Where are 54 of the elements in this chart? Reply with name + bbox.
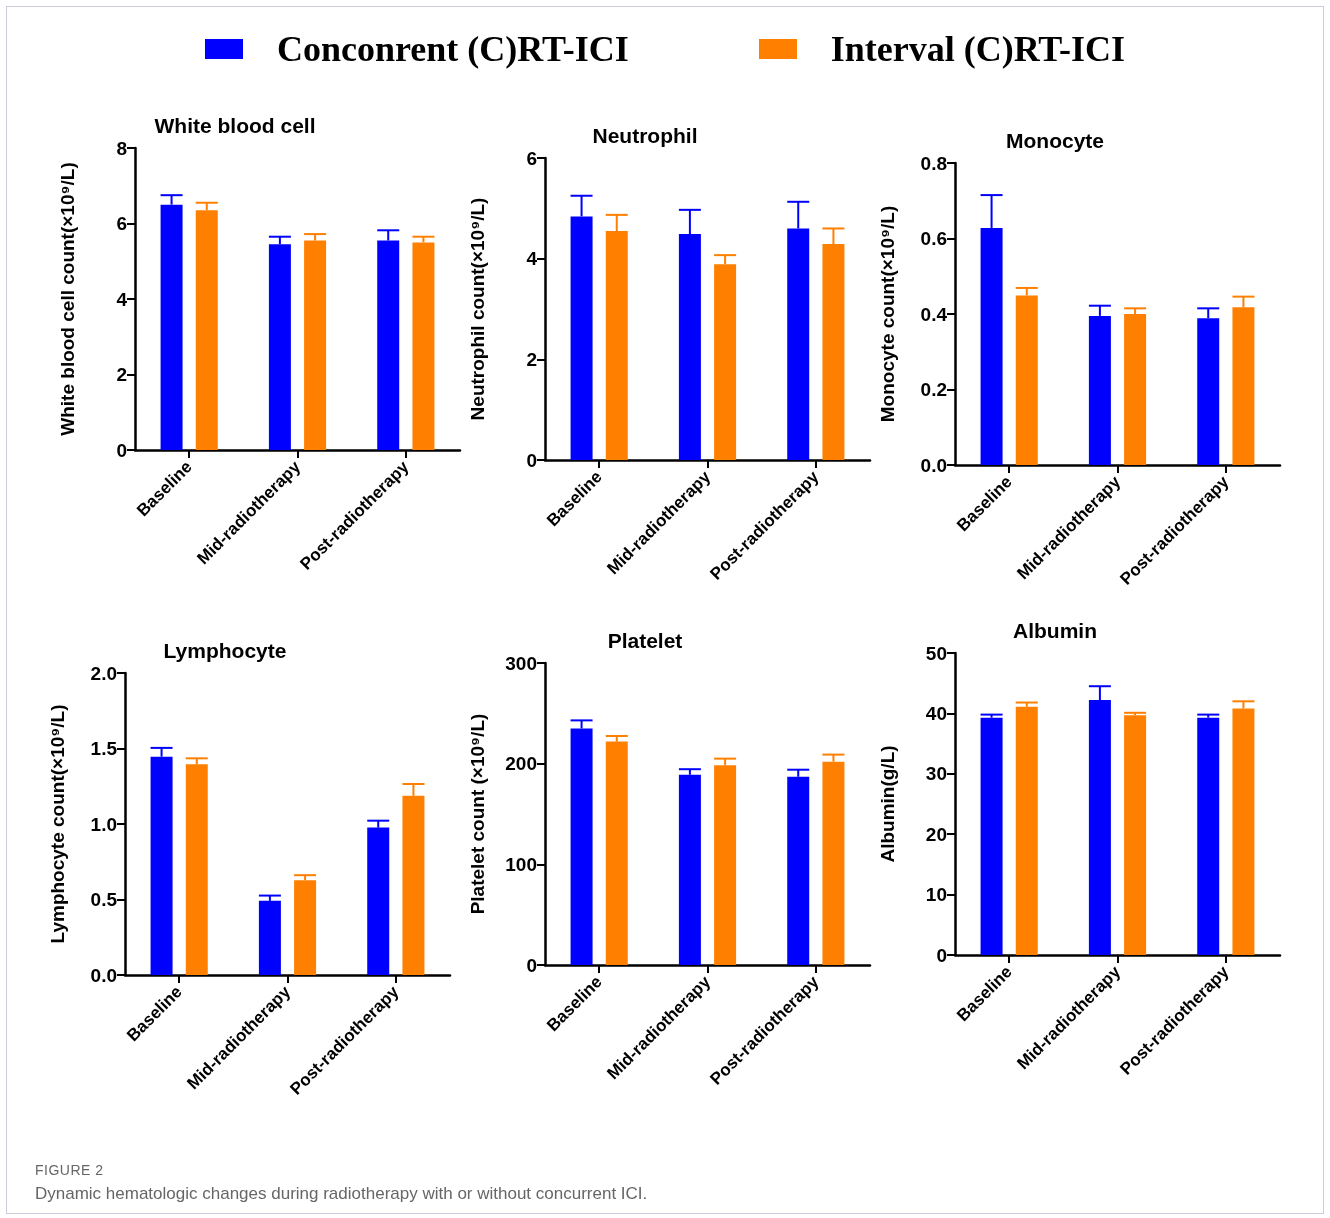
y-tick-label: 4 [116,288,128,310]
y-tick-label: 4 [526,248,538,270]
bar [1124,715,1147,955]
y-tick-label: 300 [505,652,537,674]
bar [294,880,317,975]
bar [605,741,628,965]
bar [980,717,1003,955]
y-axis-title: Platelet count (×10⁹/L) [467,713,488,915]
y-tick-label: 0.0 [90,964,117,986]
chart-title: Albumin [1013,619,1097,642]
bar [258,900,281,975]
y-axis-title: White blood cell count(×10⁹/L) [57,162,78,436]
bar [678,774,701,965]
y-axis-title: Lymphocyte count(×10⁹/L) [47,704,68,944]
y-axis-title: Monocyte count(×10⁹/L) [877,205,898,423]
y-tick-label: 40 [925,702,947,724]
y-tick-label: 50 [925,642,947,664]
y-tick-label: 0 [936,944,947,966]
y-tick-label: 0 [526,449,537,471]
y-axis-title: Neutrophil count(×10⁹/L) [467,197,488,421]
y-tick-label: 0.4 [920,303,948,325]
chart-title: Neutrophil [592,124,698,147]
y-tick-label: 1.0 [90,813,117,835]
y-tick-label: 1.5 [90,738,118,759]
y-tick-label: 2 [116,364,127,385]
chart-title: Platelet [607,629,683,652]
y-tick-label: 0.2 [920,379,947,400]
legend-label: Conconrent (C)RT-ICI [276,28,629,70]
y-tick-label: 8 [116,137,127,159]
y-tick-label: 6 [526,147,537,169]
y-tick-label: 10 [925,884,947,906]
y-tick-label: 20 [925,823,947,845]
y-tick-label: 0.8 [920,152,947,174]
legend-label: Interval (C)RT-ICI [830,28,1126,70]
y-tick-label: 0 [116,439,127,461]
chart-title: White blood cell [154,114,316,137]
bar [1015,706,1038,955]
text: Dynamic hematologic changes during radiotherapy with or without concurrent ICI. [35,1184,648,1204]
y-tick-label: 30 [925,763,947,785]
y-tick-label: 0.6 [920,228,947,249]
y-tick-label: 2.0 [90,662,117,684]
y-axis-title: Albumin(g/L) [877,745,898,863]
y-tick-label: 100 [505,853,537,875]
bar [412,242,435,450]
y-tick-label: 0.5 [90,889,118,910]
chart-title: Lymphocyte [163,639,287,662]
bar [1197,717,1220,955]
y-tick-label: 0 [526,954,537,976]
chart-title: Monocyte [1005,129,1105,152]
y-tick-label: 0.0 [920,454,947,476]
y-tick-label: 2 [526,348,537,370]
y-tick-label: 6 [116,213,127,234]
caption: FIGURE 2 [35,1162,105,1178]
y-tick-label: 200 [505,753,537,775]
